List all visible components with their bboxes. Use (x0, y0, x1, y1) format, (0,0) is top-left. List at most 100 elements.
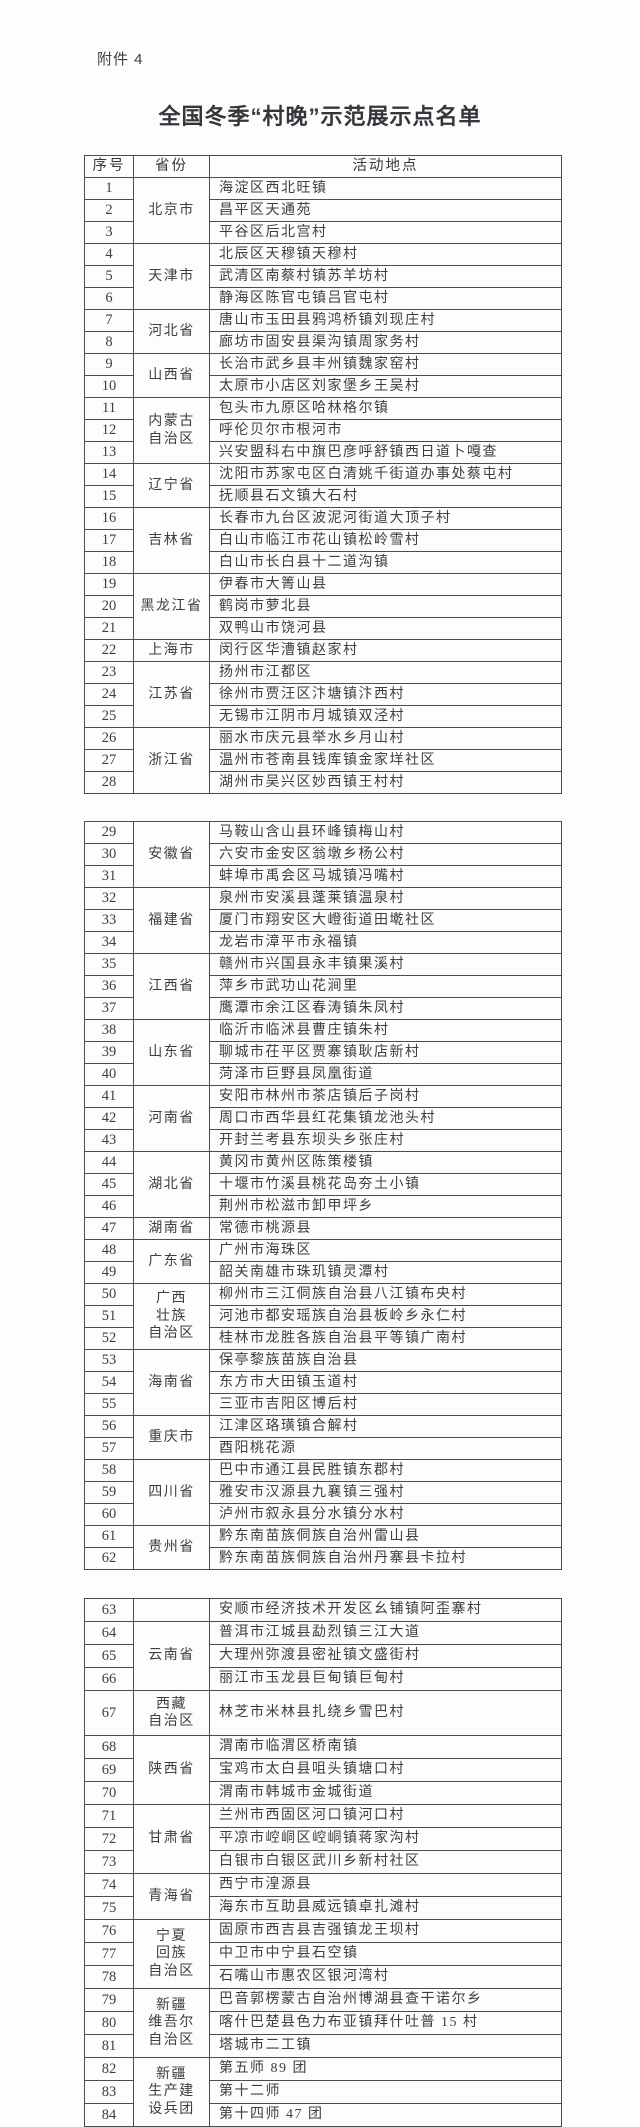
page-title: 全国冬季“村晚”示范展示点名单 (158, 104, 482, 129)
row-number-cell: 48 (84, 1239, 134, 1262)
location-cell: 普洱市江城县勐烈镇三江大道 (209, 1621, 562, 1645)
row-number-cell: 84 (84, 2103, 134, 2127)
table-row: 7 河北省 唐山市玉田县鸦鸿桥镇刘现庄村 (84, 309, 562, 354)
row-number-cell: 73 (84, 1850, 134, 1874)
row-number-cell: 49 (84, 1261, 134, 1284)
location-cell: 扬州市江都区 (209, 661, 562, 684)
province-cell: 江苏省 (133, 661, 210, 728)
row-number-cell: 1 (84, 177, 134, 200)
location-cell: 双鸭山市饶河县 (209, 617, 562, 640)
location-cell: 江津区珞璜镇合解村 (209, 1415, 562, 1438)
province-cell: 湖南省 (133, 1217, 210, 1240)
location-cell: 黄冈市黄州区陈策楼镇 (209, 1151, 562, 1174)
table-row: 40 菏泽市巨野县凤凰街道 (84, 1063, 562, 1086)
row-number-cell: 40 (84, 1063, 134, 1086)
table-row: 11 内蒙古 自治区 包头市九原区哈林格尔镇 (84, 397, 562, 464)
row-number-cell: 6 (84, 287, 134, 310)
location-cell: 开封兰考县东坝头乡张庄村 (209, 1129, 562, 1152)
location-cell: 唐山市玉田县鸦鸿桥镇刘现庄村 (209, 309, 562, 332)
table-row: 44 湖北省 黄冈市黄州区陈策楼镇 (84, 1151, 562, 1218)
row-number-cell: 14 (84, 463, 134, 486)
location-cell: 六安市金安区翁墩乡杨公村 (209, 843, 562, 866)
row-number-cell: 21 (84, 617, 134, 640)
table-row: 61 贵州省 黔东南苗族侗族自治州雷山县 (84, 1525, 562, 1570)
location-cell: 徐州市贾汪区汴塘镇汴西村 (209, 683, 562, 706)
row-number-cell: 56 (84, 1415, 134, 1438)
location-cell: 第十二师 (209, 2080, 562, 2104)
row-number-cell: 23 (84, 661, 134, 684)
table-row: 3 平谷区后北宫村 (84, 221, 562, 244)
row-number-cell: 2 (84, 199, 134, 222)
table-row: 14 辽宁省 沈阳市苏家屯区白清姚千街道办事处蔡屯村 (84, 463, 562, 508)
table-header-row: 序号 省份 活动地点 (84, 155, 562, 178)
location-cell: 兰州市西固区河口镇河口村 (209, 1804, 562, 1828)
table-row: 1 北京市 海淀区西北旺镇 (84, 177, 562, 244)
location-cell: 海淀区西北旺镇 (209, 177, 562, 200)
row-number-cell: 77 (84, 1942, 134, 1966)
row-number-cell: 39 (84, 1041, 134, 1064)
location-cell: 静海区陈官屯镇吕官屯村 (209, 287, 562, 310)
table-row: 75 海东市互助县威远镇卓扎滩村 (84, 1896, 562, 1920)
row-number-cell: 15 (84, 485, 134, 508)
table-row: 30 六安市金安区翁墩乡杨公村 (84, 843, 562, 866)
row-number-cell: 59 (84, 1481, 134, 1504)
row-number-cell: 20 (84, 595, 134, 618)
row-number-cell: 33 (84, 909, 134, 932)
table-row: 29 安徽省 马鞍山含山县环峰镇梅山村 (84, 821, 562, 888)
row-number-cell: 70 (84, 1781, 134, 1805)
row-number-cell: 67 (84, 1690, 134, 1736)
row-number-cell: 27 (84, 749, 134, 772)
table-row: 22 上海市 闵行区华漕镇赵家村 (84, 639, 562, 662)
table-row: 81 塔城市二工镇 (84, 2034, 562, 2058)
table-segment-2: 29 安徽省 马鞍山含山县环峰镇梅山村 30 六安市金安区翁墩乡杨公村 31 蚌埠市禹会区马… (84, 821, 562, 1570)
province-cell: 新疆 维吾尔 自治区 (133, 1988, 210, 2058)
location-cell: 渭南市临渭区桥南镇 (209, 1735, 562, 1759)
row-number-cell: 36 (84, 975, 134, 998)
province-cell: 黑龙江省 (133, 573, 210, 640)
province-cell: 西藏 自治区 (133, 1690, 210, 1736)
location-cell: 宝鸡市太白县咀头镇塘口村 (209, 1758, 562, 1782)
location-cell: 鹤岗市萝北县 (209, 595, 562, 618)
header-location: 活动地点 (209, 155, 562, 178)
province-cell: 新疆 生产建 设兵团 (133, 2057, 210, 2127)
province-cell: 江西省 (133, 953, 210, 1020)
province-cell: 重庆市 (133, 1415, 210, 1460)
province-cell: 广西 壮族 自治区 (133, 1283, 210, 1350)
table-segment-1: 序号 省份 活动地点 1 北京市 海淀区西北旺镇 2 昌平区天通苑 3 平谷区后北宫村 4 天津… (84, 155, 562, 794)
province-cell: 上海市 (133, 639, 210, 662)
location-cell: 昌平区天通苑 (209, 199, 562, 222)
province-cell: 陕西省 (133, 1735, 210, 1805)
province-cell: 天津市 (133, 243, 210, 310)
location-cell: 河池市都安瑶族自治县板岭乡永仁村 (209, 1305, 562, 1328)
row-number-cell: 28 (84, 771, 134, 794)
location-cell: 第五师 89 团 (209, 2057, 562, 2081)
location-cell: 廊坊市固安县渠沟镇周家务村 (209, 331, 562, 354)
location-cell: 太原市小店区刘家堡乡王吴村 (209, 375, 562, 398)
location-cell: 兴安盟科右中旗巴彦呼舒镇西日道卜嘎查 (209, 441, 562, 464)
table-row: 53 海南省 保亭黎族苗族自治县 (84, 1349, 562, 1416)
row-number-cell: 54 (84, 1371, 134, 1394)
table-row: 8 廊坊市固安县渠沟镇周家务村 (84, 331, 562, 354)
table-row: 10 太原市小店区刘家堡乡王吴村 (84, 375, 562, 398)
table-row: 23 江苏省 扬州市江都区 (84, 661, 562, 728)
location-cell: 保亭黎族苗族自治县 (209, 1349, 562, 1372)
province-cell: 广东省 (133, 1239, 210, 1284)
table-row: 76 宁夏 回族 自治区 固原市西吉县吉强镇龙王坝村 (84, 1919, 562, 1989)
table-row: 45 十堰市竹溪县桃花岛夯土小镇 (84, 1173, 562, 1196)
location-cell: 雅安市汉源县九襄镇三强村 (209, 1481, 562, 1504)
table-row: 26 浙江省 丽水市庆元县举水乡月山村 (84, 727, 562, 794)
row-number-cell: 82 (84, 2057, 134, 2081)
location-cell: 中卫市中宁县石空镇 (209, 1942, 562, 1966)
location-cell: 临沂市临沭县曹庄镇朱村 (209, 1019, 562, 1042)
table-row: 48 广东省 广州市海珠区 (84, 1239, 562, 1284)
table-row: 68 陕西省 渭南市临渭区桥南镇 (84, 1735, 562, 1805)
attachment-label: 附件 4 (97, 51, 144, 68)
village-gala-table: 序号 省份 活动地点 1 北京市 海淀区西北旺镇 2 昌平区天通苑 3 平谷区后北宫村 4 天津… (84, 155, 562, 2127)
row-number-cell: 19 (84, 573, 134, 596)
location-cell: 荆州市松滋市卸甲坪乡 (209, 1195, 562, 1218)
location-cell: 固原市西吉县吉强镇龙王坝村 (209, 1919, 562, 1943)
table-row: 71 甘肃省 兰州市西固区河口镇河口村 (84, 1804, 562, 1874)
row-number-cell: 4 (84, 243, 134, 266)
table-row: 28 湖州市吴兴区妙西镇王村村 (84, 771, 562, 794)
